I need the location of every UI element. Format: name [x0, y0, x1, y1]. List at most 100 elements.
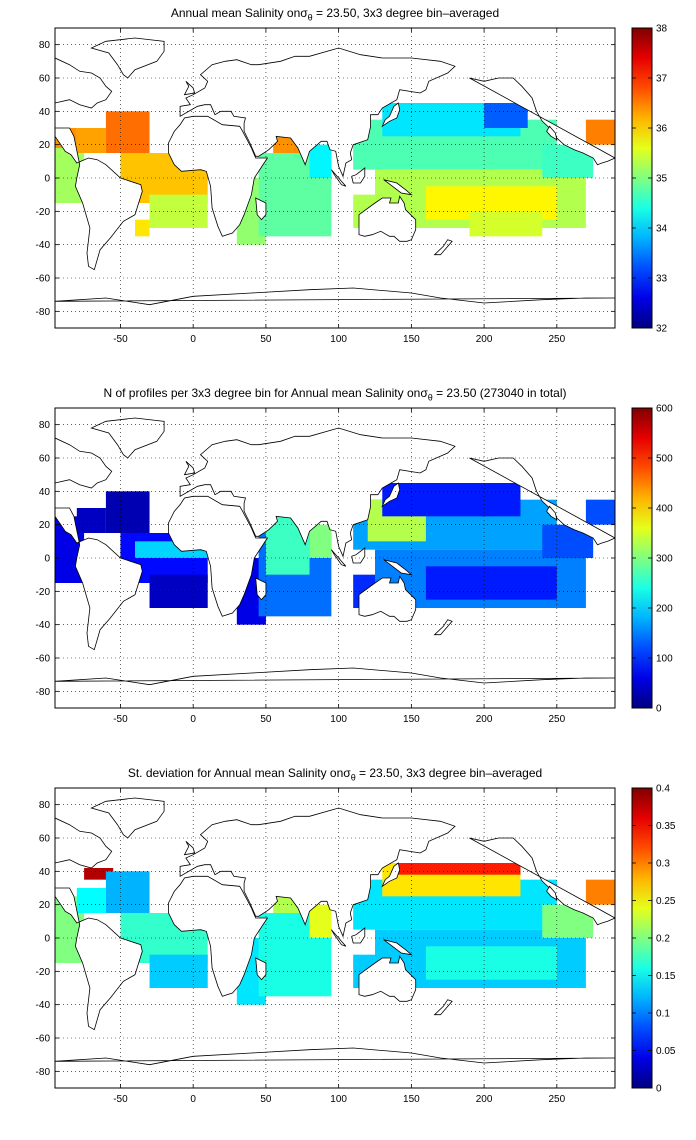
x-tick-label: 50	[260, 714, 272, 725]
colorbar-tick-label: 0.3	[656, 859, 670, 870]
heatmap-cell	[585, 499, 615, 525]
coastline	[383, 179, 413, 196]
coastline	[383, 559, 413, 576]
chart-title: St. deviation for Annual mean Salinity o…	[55, 766, 615, 782]
colorbar-tick-label: 400	[656, 504, 673, 515]
heatmap-cell	[469, 211, 543, 237]
colorbar-tick-label: 0.1	[656, 1009, 670, 1020]
coastline	[546, 125, 558, 141]
coastline	[168, 875, 269, 997]
plot-frame	[54, 407, 616, 709]
coastline	[381, 482, 401, 508]
x-tick-label: 200	[476, 1094, 493, 1105]
heatmap-cell	[382, 483, 521, 517]
colorbar-tick-label: 0.15	[656, 971, 676, 982]
y-tick-label: -80	[36, 307, 51, 318]
y-tick-label: 80	[39, 40, 51, 51]
heatmap-cell	[309, 904, 332, 938]
colorbar-tick-label: 0.2	[656, 934, 670, 945]
coastline	[433, 999, 453, 1016]
y-tick-label: -60	[36, 274, 51, 285]
coastline	[433, 239, 453, 256]
y-tick-label: 20	[39, 900, 51, 911]
y-tick-label: -60	[36, 654, 51, 665]
coastline-layer	[55, 797, 615, 1066]
y-tick-label: -40	[36, 240, 51, 251]
colorbar-tick-label: 100	[656, 654, 673, 665]
colorbar-tick-label: 0	[656, 704, 662, 715]
coastline	[331, 929, 347, 947]
x-tick-label: -50	[113, 1094, 128, 1105]
colorbar-tick-label: 500	[656, 454, 673, 465]
colorbar-tick-label: 32	[656, 324, 668, 335]
title-subscript: θ	[307, 12, 313, 23]
y-tick-label: -20	[36, 207, 51, 218]
y-tick-label: -60	[36, 1034, 51, 1045]
heatmap-cell	[585, 879, 615, 905]
coastline	[55, 437, 113, 489]
y-tick-label: 80	[39, 800, 51, 811]
heatmap-cell	[425, 946, 557, 980]
heatmap-cell	[135, 219, 150, 237]
x-tick-label: 150	[403, 334, 420, 345]
x-tick-label: 0	[190, 1094, 196, 1105]
coastline	[55, 887, 143, 1031]
colorbar	[632, 28, 652, 328]
coastline	[183, 841, 196, 856]
coastline	[90, 417, 165, 459]
coastline	[351, 927, 366, 944]
heatmap-cell	[585, 119, 615, 145]
std-deviation-chart: -50 0 50 100 150 200 250806040200-20-40-60-800…	[36, 784, 676, 1106]
heatmap-cell	[76, 508, 106, 533]
x-tick-label: -50	[113, 714, 128, 725]
colorbar-tick-label: 200	[656, 604, 673, 615]
coastline	[383, 939, 413, 956]
coastline	[55, 667, 615, 686]
y-tick-label: 20	[39, 520, 51, 531]
panel-profile-count: N of profiles per 3x3 degree bin for Ann…	[0, 380, 696, 730]
coastline	[381, 102, 401, 128]
coastline	[179, 807, 456, 938]
y-tick-label: 0	[44, 934, 50, 945]
coastline	[358, 575, 417, 622]
title-prefix: N of profiles per 3x3 degree bin for Ann…	[103, 386, 421, 400]
colorbar-tick-label: 36	[656, 124, 668, 135]
y-tick-label: -20	[36, 587, 51, 598]
heatmap-cell	[309, 144, 332, 178]
coastline	[179, 427, 456, 558]
heatmap-cell	[105, 871, 150, 913]
coastline	[255, 577, 267, 601]
heatmap-cell	[105, 491, 150, 533]
x-tick-label: 50	[260, 1094, 272, 1105]
colorbar-tick-label: 33	[656, 274, 668, 285]
coastline	[55, 57, 113, 109]
panel-std-deviation: St. deviation for Annual mean Salinity o…	[0, 760, 696, 1110]
coastline	[351, 167, 366, 184]
coastline	[183, 81, 196, 96]
y-tick-label: -40	[36, 1000, 51, 1011]
colorbar-tick-label: 0.05	[656, 1046, 676, 1057]
x-tick-label: 50	[260, 334, 272, 345]
title-prefix: St. deviation for Annual mean Salinity o…	[127, 766, 344, 780]
coastline	[351, 547, 366, 564]
title-subscript: θ	[427, 392, 433, 403]
colorbar-tick-label: 34	[656, 224, 668, 235]
x-tick-label: 100	[330, 334, 347, 345]
coastline	[55, 127, 143, 271]
x-tick-label: 0	[190, 714, 196, 725]
x-tick-label: 100	[330, 1094, 347, 1105]
colorbar-tick-label: 0.25	[656, 896, 676, 907]
coastline-layer	[55, 37, 615, 306]
profile-count-chart: -50 0 50 100 150 200 250806040200-20-40-60-800…	[36, 404, 674, 726]
heatmap-cell	[396, 863, 521, 875]
coastline	[358, 195, 417, 242]
y-tick-label: -80	[36, 1067, 51, 1078]
y-tick-label: 40	[39, 487, 51, 498]
colorbar-tick-label: 600	[656, 404, 673, 415]
plot-frame	[54, 27, 616, 329]
y-tick-label: 60	[39, 74, 51, 85]
coastline	[183, 461, 196, 476]
title-prefix: Annual mean Salinity on	[170, 6, 301, 20]
heatmap-cell	[76, 888, 106, 913]
x-tick-label: 200	[476, 714, 493, 725]
